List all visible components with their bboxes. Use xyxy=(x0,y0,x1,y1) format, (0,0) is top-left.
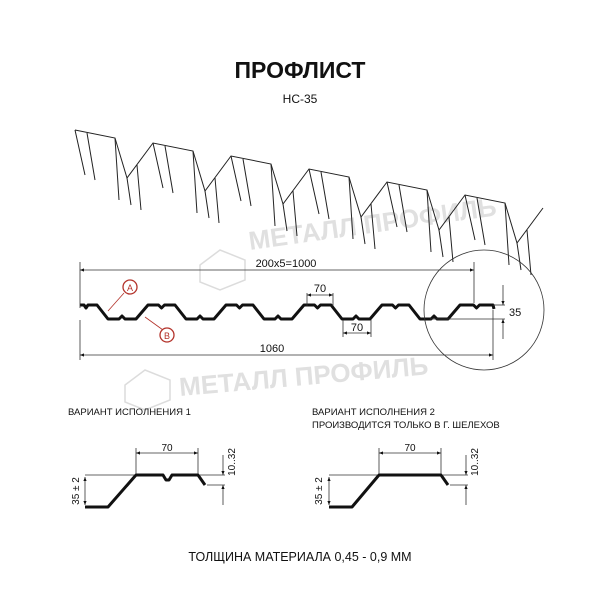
sheet-3d-rib xyxy=(86,132,96,181)
sheet-3d-rib xyxy=(292,190,298,237)
main-profile: 200x5=1000 70 70 35 1060 A B xyxy=(79,249,545,371)
subtitle: НС-35 xyxy=(283,92,318,106)
variant-2-dim-height: 35 ± 2 xyxy=(314,477,325,505)
variant-2-title: ВАРИАНТ ИСПОЛНЕНИЯ 2 xyxy=(312,407,435,418)
variant-1-title: ВАРИАНТ ИСПОЛНЕНИЯ 1 xyxy=(68,407,191,418)
sheet-3d-rib xyxy=(504,202,510,266)
sheet-3d-rib xyxy=(476,197,486,246)
marker-a: A xyxy=(127,283,133,293)
watermark xyxy=(124,249,246,411)
variant-2-dim-drop: 10..32 xyxy=(470,448,481,476)
sheet-3d-rib xyxy=(114,137,120,201)
sheet-3d-rib xyxy=(164,145,174,194)
variant-1: ВАРИАНТ ИСПОЛНЕНИЯ 1 70 35 ± 2 10..32 xyxy=(68,407,238,509)
sheet-3d-rib xyxy=(214,177,220,224)
sheet-3d-rib xyxy=(242,158,252,207)
dim-top: 70 xyxy=(314,283,326,295)
sheet-3d-rib xyxy=(320,171,330,220)
sheet-3d-rib xyxy=(438,229,444,258)
profile-line xyxy=(80,303,496,321)
sheet-3d-rib xyxy=(152,142,164,189)
sheet-3d-rib xyxy=(282,203,288,232)
material-thickness-note: ТОЛЩИНА МАТЕРИАЛА 0,45 - 0,9 ММ xyxy=(188,550,411,564)
variant-2: ВАРИАНТ ИСПОЛНЕНИЯ 2 ПРОИЗВОДИТСЯ ТОЛЬКО… xyxy=(312,407,500,509)
sheet-3d-rib xyxy=(398,184,408,233)
sheet-3d-rib xyxy=(386,181,398,228)
variant-2-note: ПРОИЗВОДИТСЯ ТОЛЬКО В Г. ШЕЛЕХОВ xyxy=(312,420,500,431)
sheet-3d-rib xyxy=(308,168,320,215)
sheet-3d-rib xyxy=(526,229,532,276)
variant-1-dim-drop: 10..32 xyxy=(227,448,238,476)
title: ПРОФЛИСТ xyxy=(235,57,366,83)
variant-1-dim-width: 70 xyxy=(161,443,173,454)
sheet-3d-rib xyxy=(464,194,476,241)
sheet-3d-rib xyxy=(192,150,198,214)
sheet-3d-rib xyxy=(230,155,242,202)
marker-b: B xyxy=(164,331,170,341)
watermark-text-2: МЕТАЛЛ ПРОФИЛЬ xyxy=(178,350,429,402)
sheet-3d-rib xyxy=(426,189,432,253)
sheet-3d-rib xyxy=(204,190,210,219)
sheet-3d-rib xyxy=(126,177,132,206)
dim-height: 35 xyxy=(509,307,521,319)
dim-pitch: 200x5=1000 xyxy=(256,258,317,270)
sheet-3d-rib xyxy=(516,242,522,271)
sheet-3d-rib xyxy=(448,216,454,263)
dim-bottom: 70 xyxy=(351,322,363,334)
sheet-3d-rib xyxy=(136,164,142,211)
sheet-3d-rib xyxy=(74,129,86,176)
sheet-3d-rib xyxy=(370,203,376,250)
variant-1-dim-height: 35 ± 2 xyxy=(71,477,82,505)
sheet-3d-rib xyxy=(360,216,366,245)
sheet-3d-view xyxy=(74,129,544,276)
sheet-3d-rib xyxy=(348,176,354,240)
variant-2-dim-width: 70 xyxy=(404,443,416,454)
sheet-3d-rib xyxy=(270,163,276,227)
dim-total: 1060 xyxy=(260,343,284,355)
